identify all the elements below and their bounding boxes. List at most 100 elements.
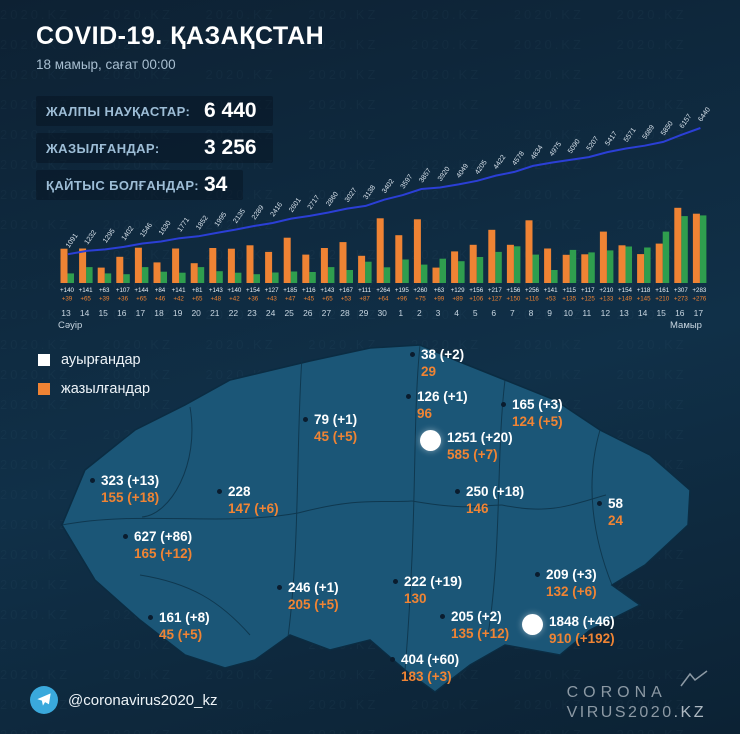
svg-text:4975: 4975 [549, 141, 564, 158]
svg-text:+96: +96 [397, 296, 408, 303]
logo-domain: .KZ [673, 704, 706, 721]
svg-text:2601: 2601 [288, 197, 303, 214]
svg-text:2860: 2860 [325, 191, 340, 208]
bar-new [637, 254, 645, 283]
svg-text:+264: +264 [376, 287, 390, 294]
bar-recovered [216, 271, 223, 283]
svg-text:15: 15 [98, 308, 108, 318]
bar-new [97, 267, 105, 283]
bar-new [246, 245, 254, 283]
bar-recovered [551, 270, 558, 283]
bar-recovered [365, 261, 372, 283]
bar-new [618, 245, 626, 283]
svg-text:14: 14 [638, 308, 648, 318]
bar-new [265, 251, 273, 283]
svg-text:+53: +53 [341, 296, 352, 303]
svg-text:12: 12 [601, 308, 611, 318]
svg-text:+210: +210 [599, 287, 613, 294]
svg-text:+65: +65 [192, 296, 203, 303]
bar-recovered [179, 272, 186, 283]
svg-text:+115: +115 [562, 287, 576, 294]
bar-new [562, 254, 570, 283]
bar-recovered [272, 272, 279, 283]
svg-text:+167: +167 [339, 287, 353, 294]
svg-text:11: 11 [582, 308, 591, 318]
svg-text:+99: +99 [434, 296, 445, 303]
header: COVID-19. ҚАЗАҚСТАН 18 мамыр, сағат 00:0… [36, 22, 324, 72]
logo-text-corona: CORONA [566, 684, 667, 701]
svg-text:17: 17 [694, 308, 704, 318]
svg-text:4422: 4422 [493, 154, 508, 171]
svg-text:2416: 2416 [270, 201, 285, 218]
bar-recovered [327, 267, 335, 283]
svg-text:+125: +125 [581, 296, 595, 303]
bar-recovered [104, 273, 112, 283]
bar-recovered [420, 264, 428, 283]
svg-text:4: 4 [454, 308, 459, 318]
svg-text:+143: +143 [209, 287, 223, 294]
bar-recovered [290, 271, 298, 283]
bar-recovered [86, 267, 93, 283]
bar-recovered [606, 250, 614, 283]
svg-text:+141: +141 [79, 287, 93, 294]
svg-text:+140: +140 [60, 287, 74, 294]
bar-recovered [402, 259, 409, 283]
svg-text:+45: +45 [304, 296, 315, 303]
svg-text:5: 5 [473, 308, 478, 318]
bar-new [283, 237, 291, 283]
svg-text:+145: +145 [637, 296, 651, 303]
stat-deaths: ҚАЙТЫС БОЛҒАНДАР: 34 [36, 170, 244, 200]
stat-value: 6 440 [204, 99, 257, 122]
bar-new [209, 248, 217, 283]
bar-recovered [123, 274, 130, 283]
svg-text:1995: 1995 [214, 211, 229, 228]
bar-new [525, 220, 533, 283]
svg-text:5090: 5090 [567, 138, 582, 155]
svg-text:+42: +42 [229, 296, 240, 303]
bar-new [451, 251, 459, 283]
svg-text:29: 29 [359, 308, 369, 318]
bar-recovered [67, 273, 74, 283]
svg-text:+149: +149 [618, 296, 632, 303]
svg-text:19: 19 [173, 308, 183, 318]
sick-swatch-icon [38, 354, 50, 366]
svg-text:3597: 3597 [400, 173, 415, 190]
svg-text:2: 2 [417, 308, 422, 318]
bar-new [227, 248, 235, 283]
bar-new [655, 243, 663, 283]
bar-new [134, 247, 142, 283]
map-legend: ауырғандар жазылғандар [38, 352, 150, 397]
page-subtitle: 18 мамыр, сағат 00:00 [36, 57, 176, 72]
svg-text:+43: +43 [266, 296, 277, 303]
svg-text:+89: +89 [452, 296, 463, 303]
svg-text:+39: +39 [99, 296, 110, 303]
svg-text:5417: 5417 [604, 130, 619, 147]
stats-panel: ЖАЛПЫ НАУҚАСТАР: 6 440 ЖАЗЫЛҒАНДАР: 3 25… [36, 96, 273, 200]
bar-new [581, 254, 589, 283]
telegram-icon [30, 686, 58, 714]
bar-recovered [588, 252, 595, 283]
svg-text:28: 28 [340, 308, 350, 318]
svg-text:+63: +63 [99, 287, 110, 294]
svg-text:15: 15 [656, 308, 666, 318]
svg-text:+143: +143 [320, 287, 334, 294]
svg-text:13: 13 [619, 308, 629, 318]
cumulative-line [67, 127, 701, 256]
svg-text:+84: +84 [155, 287, 166, 294]
svg-text:14: 14 [80, 308, 90, 318]
bar-recovered [569, 249, 577, 283]
bar-recovered [681, 216, 688, 283]
svg-text:+127: +127 [488, 296, 502, 303]
bar-recovered [662, 231, 670, 283]
telegram-link[interactable]: @coronavirus2020_kz [30, 686, 217, 714]
country-outline [61, 344, 691, 693]
logo-text-virus2020: VIRUS2020 [566, 704, 674, 721]
bar-recovered [141, 267, 149, 283]
bar-new [469, 244, 477, 283]
chart-bars [60, 207, 707, 284]
svg-text:+65: +65 [136, 296, 147, 303]
bar-recovered [625, 246, 632, 283]
svg-text:+140: +140 [227, 287, 241, 294]
logo-graph-mark [680, 670, 708, 687]
svg-text:+156: +156 [506, 287, 520, 294]
